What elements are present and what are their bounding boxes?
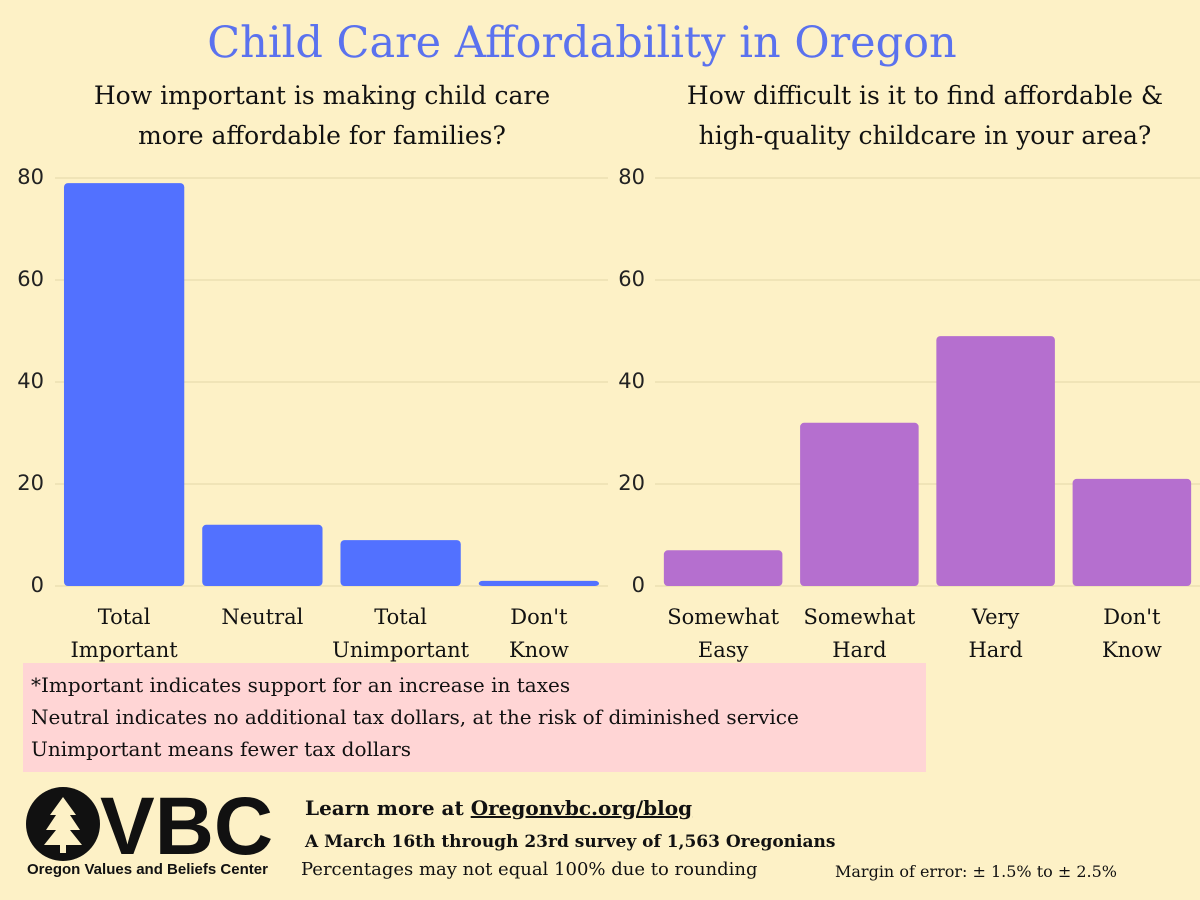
chart-title: How difficult is it to find affordable &	[686, 81, 1164, 110]
bar	[202, 524, 323, 586]
bar	[936, 336, 1055, 586]
x-tick-label: Total Unimportant	[332, 605, 470, 662]
learn-more-text: Learn more at	[305, 796, 464, 820]
y-tick-label: 0	[31, 573, 44, 597]
y-tick-label: 80	[618, 165, 645, 189]
x-tick-label: Somewhat Hard	[803, 605, 916, 662]
note: *Important indicates support for an incr…	[31, 673, 571, 697]
y-tick-label: 40	[17, 369, 44, 393]
note: Unimportant means fewer tax dollars	[31, 737, 412, 761]
y-tick-label: 40	[618, 369, 645, 393]
chart-title: high-quality childcare in your area?	[698, 121, 1152, 150]
chart-title: more affordable for families?	[138, 121, 506, 150]
x-tick-label: Neutral	[221, 605, 304, 629]
survey-info: A March 16th through 23rd survey of 1,56…	[305, 832, 836, 852]
logo-text: VBC	[100, 781, 273, 872]
bar	[340, 540, 461, 586]
y-tick-label: 0	[632, 573, 645, 597]
rounding-note: Percentages may not equal 100% due to ro…	[301, 859, 758, 880]
note: Neutral indicates no additional tax doll…	[31, 705, 799, 729]
x-tick-label: Total Important	[70, 605, 178, 662]
chart-title: How important is making child care	[93, 81, 551, 110]
bar	[663, 550, 783, 586]
y-tick-label: 20	[618, 471, 645, 495]
y-tick-label: 80	[17, 165, 44, 189]
x-tick-label: Don't Know	[1101, 605, 1162, 662]
y-tick-label: 20	[17, 471, 44, 495]
bar	[478, 580, 600, 586]
page-title: Child Care Affordability in Oregon	[207, 18, 957, 68]
x-tick-label: Don't Know	[508, 605, 569, 662]
x-tick-label: Somewhat Easy	[667, 605, 780, 662]
bar	[800, 422, 919, 586]
margin-note: Margin of error: ± 1.5% to ± 2.5%	[835, 862, 1117, 881]
y-tick-label: 60	[17, 267, 44, 291]
bar	[63, 183, 185, 586]
logo-icon	[26, 787, 100, 861]
learn-more: Learn more at Oregonvbc.org/blog	[305, 796, 692, 820]
note-box: *Important indicates support for an incr…	[23, 663, 926, 772]
y-tick-label: 60	[618, 267, 645, 291]
bar	[1072, 478, 1192, 586]
link[interactable]: Oregonvbc.org/blog	[470, 796, 693, 820]
logo-name: Oregon Values and Beliefs Center	[27, 861, 268, 878]
x-tick-label: Very Hard	[968, 605, 1023, 662]
